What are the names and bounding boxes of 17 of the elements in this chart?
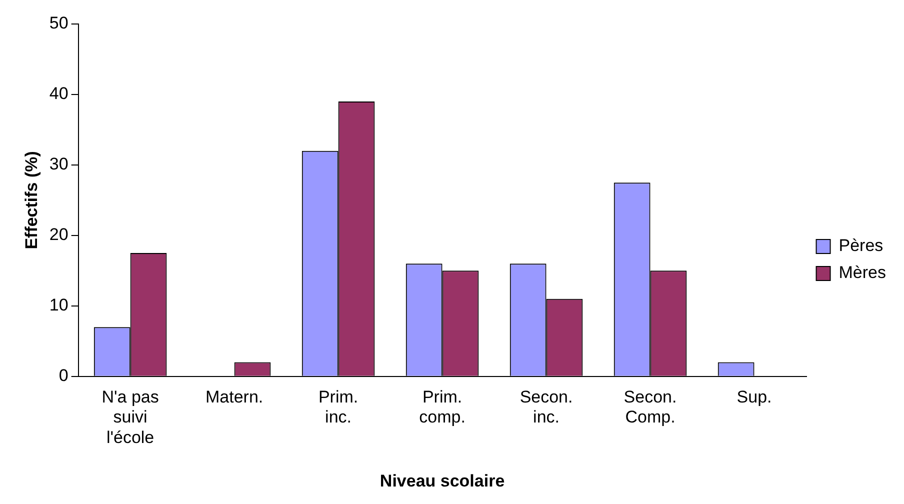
y-axis-title: Effectifs (%): [22, 151, 41, 250]
y-tick-label: 10: [49, 296, 68, 315]
y-tick-label: 0: [58, 366, 68, 386]
x-tick-label: N'a pas suivi l'école: [102, 387, 159, 448]
x-tick-label: Prim. inc.: [318, 387, 358, 427]
legend-label: Mères: [838, 263, 886, 282]
x-tick-label: Secon. Comp.: [624, 387, 677, 427]
x-tick-label: Sup.: [736, 387, 772, 406]
y-tick-label: 40: [49, 84, 68, 104]
x-tick-label: Prim. comp.: [419, 387, 466, 427]
legend-label: Pères: [838, 236, 884, 256]
y-tick-label: 50: [49, 14, 68, 33]
y-tick-label: 20: [49, 225, 68, 244]
x-axis-title: Niveau scolaire: [380, 471, 505, 490]
y-tick-label: 30: [49, 154, 68, 174]
x-tick-label: Secon. inc.: [520, 387, 573, 427]
x-tick-label: Matern.: [205, 387, 264, 406]
